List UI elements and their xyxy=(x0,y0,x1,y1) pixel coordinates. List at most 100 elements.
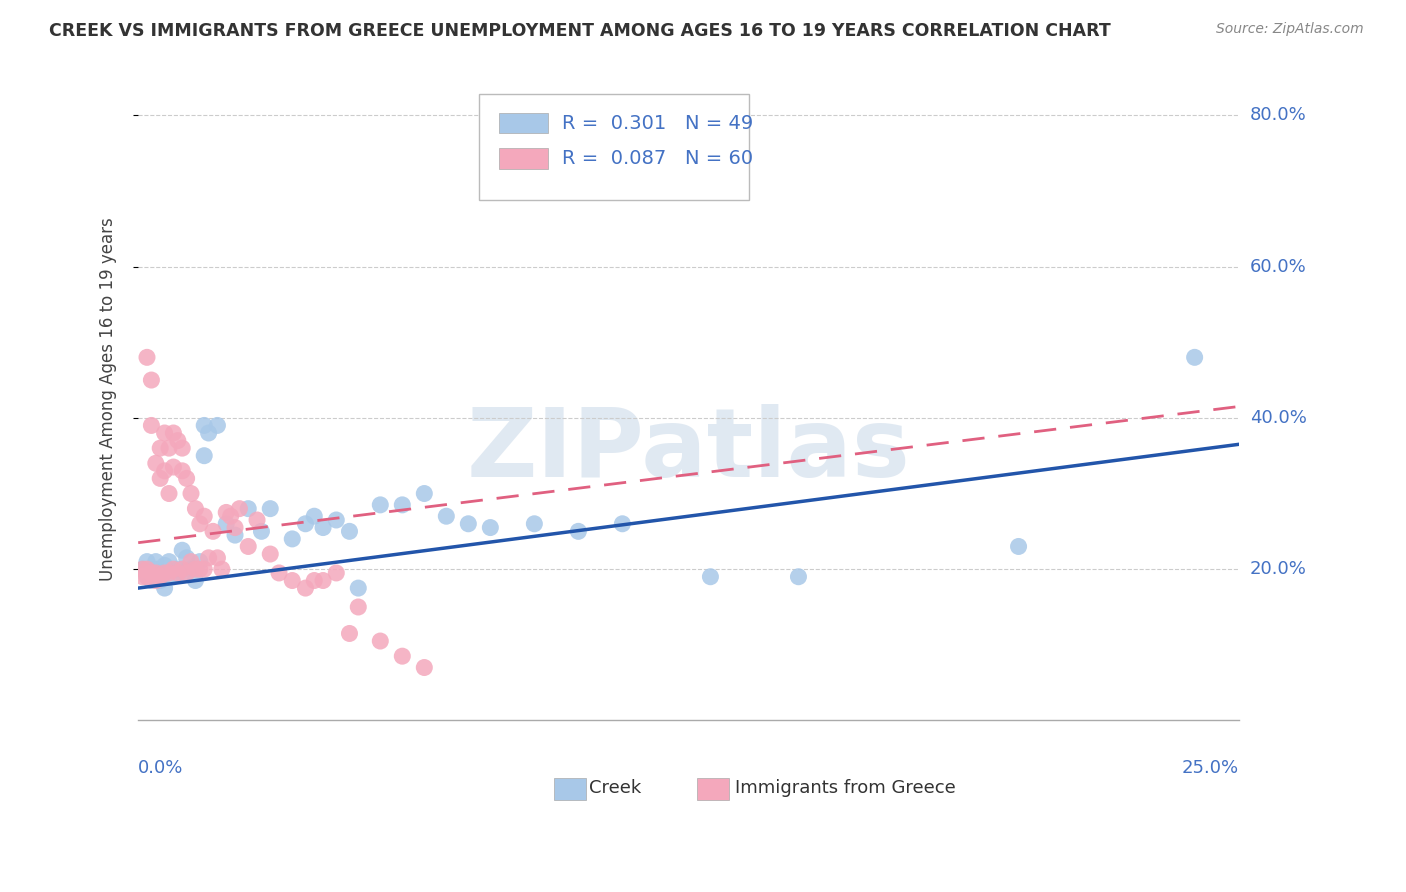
Point xyxy=(339,626,361,640)
Point xyxy=(207,418,229,433)
Point xyxy=(149,574,172,588)
Point xyxy=(176,550,198,565)
FancyBboxPatch shape xyxy=(697,779,730,800)
Point xyxy=(391,649,413,664)
Point xyxy=(172,543,194,558)
Point xyxy=(157,441,180,455)
Text: Source: ZipAtlas.com: Source: ZipAtlas.com xyxy=(1216,22,1364,37)
Point xyxy=(162,460,184,475)
Point xyxy=(523,516,546,531)
Point xyxy=(188,555,211,569)
Point xyxy=(176,566,198,580)
Point xyxy=(259,501,281,516)
Text: R =  0.301   N = 49: R = 0.301 N = 49 xyxy=(562,113,754,133)
FancyBboxPatch shape xyxy=(479,94,749,200)
Point xyxy=(457,516,479,531)
Point xyxy=(149,570,172,584)
Point xyxy=(368,634,391,648)
Point xyxy=(413,660,436,674)
Point xyxy=(238,501,260,516)
Text: R =  0.087   N = 60: R = 0.087 N = 60 xyxy=(562,149,754,168)
Point xyxy=(136,351,159,365)
Point xyxy=(153,464,176,478)
Point xyxy=(1007,540,1029,554)
Point xyxy=(612,516,634,531)
Text: 60.0%: 60.0% xyxy=(1250,258,1306,276)
Point xyxy=(176,471,198,485)
Point xyxy=(141,566,163,580)
Point xyxy=(172,562,194,576)
Point xyxy=(180,562,202,576)
Point xyxy=(207,550,229,565)
Point xyxy=(180,486,202,500)
Point xyxy=(157,486,180,500)
Point xyxy=(153,425,176,440)
Point xyxy=(162,425,184,440)
Point xyxy=(172,566,194,580)
Text: 0.0%: 0.0% xyxy=(138,759,184,777)
Point xyxy=(162,570,184,584)
Point xyxy=(166,566,188,580)
Point xyxy=(281,532,304,546)
Point xyxy=(250,524,273,539)
Point xyxy=(153,566,176,580)
Point xyxy=(267,566,290,580)
Point xyxy=(347,581,370,595)
Point xyxy=(211,562,233,576)
Point xyxy=(145,555,167,569)
Point xyxy=(136,555,159,569)
Y-axis label: Unemployment Among Ages 16 to 19 years: Unemployment Among Ages 16 to 19 years xyxy=(100,217,117,581)
Point xyxy=(228,501,250,516)
Point xyxy=(567,524,589,539)
Point xyxy=(149,441,172,455)
Point xyxy=(246,513,269,527)
FancyBboxPatch shape xyxy=(554,779,586,800)
Point xyxy=(166,562,188,576)
Point xyxy=(188,516,211,531)
Point xyxy=(325,566,347,580)
Point xyxy=(180,555,202,569)
Point xyxy=(153,558,176,573)
Point xyxy=(339,524,361,539)
Point xyxy=(304,509,326,524)
Point xyxy=(312,574,335,588)
Point xyxy=(787,570,810,584)
Point xyxy=(215,516,238,531)
Point xyxy=(141,574,163,588)
Point xyxy=(304,574,326,588)
Point xyxy=(202,524,225,539)
Point xyxy=(699,570,721,584)
Point xyxy=(153,581,176,595)
Point xyxy=(141,373,163,387)
Point xyxy=(219,509,242,524)
Point xyxy=(172,464,194,478)
Point xyxy=(238,540,260,554)
Point xyxy=(312,520,335,534)
Point xyxy=(136,570,159,584)
Text: 20.0%: 20.0% xyxy=(1250,560,1306,578)
Point xyxy=(131,570,153,584)
Point xyxy=(145,456,167,470)
Point xyxy=(193,449,215,463)
Point xyxy=(131,562,153,576)
Point xyxy=(479,520,502,534)
Point xyxy=(368,498,391,512)
Point xyxy=(197,550,219,565)
Point xyxy=(193,509,215,524)
Point xyxy=(259,547,281,561)
Point xyxy=(145,574,167,588)
Point xyxy=(136,570,159,584)
Point xyxy=(157,555,180,569)
Point xyxy=(391,498,413,512)
Text: ZIPatlas: ZIPatlas xyxy=(467,404,910,497)
Point xyxy=(145,562,167,576)
Point xyxy=(136,562,159,576)
Point xyxy=(193,418,215,433)
FancyBboxPatch shape xyxy=(499,112,547,134)
Point xyxy=(149,471,172,485)
Point xyxy=(162,562,184,576)
Point xyxy=(157,566,180,580)
Point xyxy=(224,528,246,542)
Text: Creek: Creek xyxy=(589,779,641,797)
Point xyxy=(145,566,167,580)
